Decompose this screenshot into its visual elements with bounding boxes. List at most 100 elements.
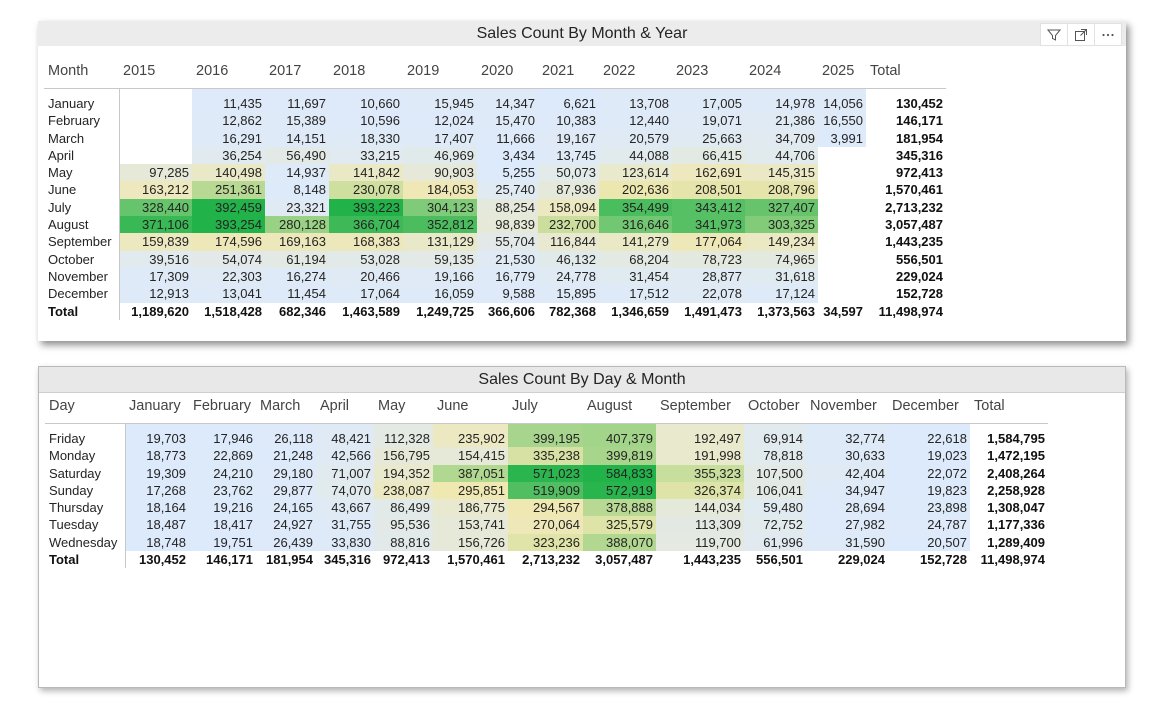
value-cell[interactable]: 106,041: [744, 481, 806, 500]
value-cell[interactable]: 18,330: [329, 129, 403, 147]
value-cell[interactable]: 68,204: [599, 250, 672, 268]
value-cell[interactable]: 323,236: [508, 533, 583, 552]
column-total-cell[interactable]: 1,249,725: [416, 303, 474, 319]
value-cell[interactable]: 44,706: [745, 146, 818, 165]
value-cell[interactable]: 61,194: [265, 250, 329, 268]
value-cell[interactable]: 393,254: [192, 216, 265, 234]
value-cell[interactable]: 17,946: [189, 423, 256, 448]
value-cell[interactable]: 17,407: [403, 129, 477, 147]
value-cell[interactable]: 519,909: [508, 481, 583, 500]
column-total-cell[interactable]: 1,491,473: [684, 303, 742, 319]
value-cell[interactable]: 21,386: [745, 112, 818, 130]
value-cell[interactable]: 399,195: [508, 423, 583, 448]
column-header[interactable]: 2023: [672, 54, 745, 89]
value-cell[interactable]: 86,499: [374, 499, 433, 517]
value-cell[interactable]: 19,071: [672, 112, 745, 130]
row-total-cell[interactable]: 146,171: [896, 113, 943, 129]
value-cell[interactable]: 3,434: [477, 146, 538, 165]
value-cell[interactable]: 31,590: [806, 533, 888, 552]
column-header[interactable]: 2024: [745, 54, 818, 89]
column-total-cell[interactable]: 972,413: [383, 552, 430, 568]
value-cell[interactable]: 43,667: [316, 499, 374, 517]
value-cell[interactable]: 159,839: [119, 233, 192, 251]
value-cell[interactable]: 343,412: [672, 198, 745, 217]
value-cell[interactable]: 22,618: [888, 423, 970, 448]
value-cell[interactable]: 30,633: [806, 447, 888, 465]
value-cell[interactable]: 17,268: [125, 481, 189, 500]
column-header[interactable]: Total: [970, 389, 1048, 424]
value-cell[interactable]: 12,440: [599, 112, 672, 130]
value-cell[interactable]: 55,704: [477, 233, 538, 251]
column-total-cell[interactable]: 1,373,563: [757, 303, 815, 319]
row-label[interactable]: June: [44, 181, 120, 199]
value-cell[interactable]: 378,888: [583, 499, 656, 517]
column-header[interactable]: 2022: [599, 54, 672, 89]
column-header[interactable]: October: [744, 389, 806, 424]
value-cell[interactable]: 20,466: [329, 267, 403, 286]
value-cell[interactable]: 17,124: [745, 285, 818, 303]
value-cell[interactable]: 33,830: [316, 533, 374, 552]
column-total-cell[interactable]: 1,346,659: [611, 303, 669, 319]
value-cell[interactable]: [818, 268, 866, 285]
value-cell[interactable]: 10,596: [329, 112, 403, 130]
row-total-cell[interactable]: 229,024: [896, 268, 943, 284]
column-total-cell[interactable]: 11,498,974: [980, 552, 1045, 568]
value-cell[interactable]: 156,726: [433, 533, 508, 552]
value-cell[interactable]: 20,507: [888, 533, 970, 552]
column-header[interactable]: 2016: [192, 54, 265, 89]
value-cell[interactable]: 32,774: [806, 423, 888, 448]
row-label[interactable]: November: [44, 267, 120, 286]
column-total-cell[interactable]: 3,057,487: [595, 552, 653, 568]
value-cell[interactable]: 123,614: [599, 164, 672, 182]
value-cell[interactable]: 34,947: [806, 481, 888, 500]
value-cell[interactable]: 26,118: [256, 423, 316, 448]
value-cell[interactable]: 387,051: [433, 464, 508, 482]
value-cell[interactable]: 59,480: [744, 499, 806, 517]
value-cell[interactable]: 158,094: [538, 198, 599, 217]
value-cell[interactable]: 371,106: [119, 216, 192, 234]
value-cell[interactable]: 66,415: [672, 146, 745, 165]
value-cell[interactable]: 294,567: [508, 499, 583, 517]
column-header[interactable]: November: [806, 389, 888, 424]
column-total-cell[interactable]: 1,570,461: [447, 552, 505, 568]
value-cell[interactable]: 98,839: [477, 216, 538, 234]
value-cell[interactable]: 154,415: [433, 447, 508, 465]
value-cell[interactable]: 16,291: [192, 129, 265, 147]
value-cell[interactable]: 16,550: [818, 112, 866, 130]
value-cell[interactable]: [818, 147, 866, 164]
value-cell[interactable]: 95,536: [374, 516, 433, 534]
value-cell[interactable]: 17,064: [329, 285, 403, 303]
row-label[interactable]: February: [44, 112, 120, 130]
value-cell[interactable]: 144,034: [656, 499, 744, 517]
value-cell[interactable]: 16,059: [403, 285, 477, 303]
row-label[interactable]: May: [44, 164, 120, 182]
value-cell[interactable]: 50,073: [538, 164, 599, 182]
column-total-cell[interactable]: 34,597: [823, 303, 863, 319]
value-cell[interactable]: 341,973: [672, 216, 745, 234]
row-total-cell[interactable]: 3,057,487: [885, 217, 943, 233]
value-cell[interactable]: 28,877: [672, 267, 745, 286]
value-cell[interactable]: 393,223: [329, 198, 403, 217]
column-header[interactable]: August: [583, 389, 656, 424]
column-total-cell[interactable]: 11,498,974: [878, 303, 943, 319]
value-cell[interactable]: 24,787: [888, 516, 970, 534]
value-cell[interactable]: 194,352: [374, 464, 433, 482]
column-total-cell[interactable]: 682,346: [279, 303, 326, 319]
value-cell[interactable]: [818, 285, 866, 302]
value-cell[interactable]: 156,795: [374, 447, 433, 465]
row-total-cell[interactable]: 130,452: [896, 96, 943, 111]
value-cell[interactable]: 163,212: [119, 181, 192, 199]
value-cell[interactable]: 14,937: [265, 164, 329, 182]
value-cell[interactable]: 280,128: [265, 216, 329, 234]
row-total-cell[interactable]: 1,308,047: [987, 500, 1045, 516]
value-cell[interactable]: 22,072: [888, 464, 970, 482]
row-total-cell[interactable]: 2,258,928: [987, 482, 1045, 498]
value-cell[interactable]: 571,023: [508, 464, 583, 482]
row-label[interactable]: Monday: [45, 447, 126, 465]
value-cell[interactable]: 17,512: [599, 285, 672, 303]
value-cell[interactable]: 16,779: [477, 267, 538, 286]
row-total-cell[interactable]: 1,570,461: [885, 182, 943, 198]
value-cell[interactable]: 232,700: [538, 216, 599, 234]
value-cell[interactable]: 97,285: [119, 164, 192, 182]
value-cell[interactable]: 388,070: [583, 533, 656, 552]
